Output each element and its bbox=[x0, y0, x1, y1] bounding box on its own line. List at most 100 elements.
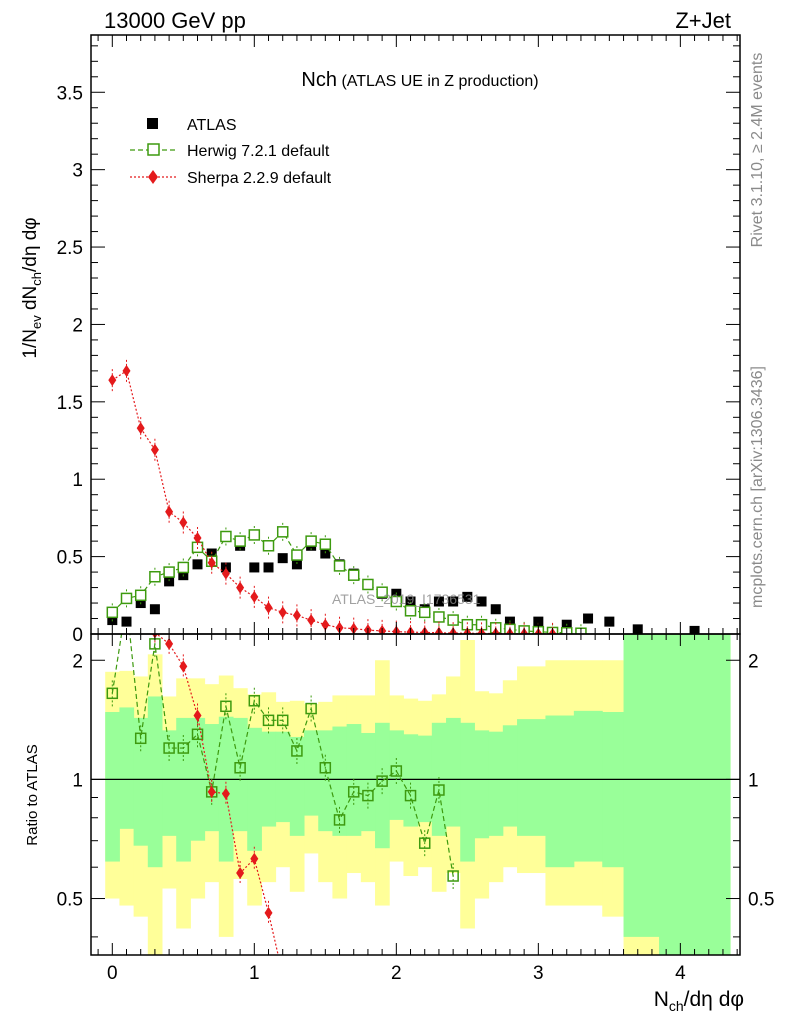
atlas-point bbox=[462, 591, 473, 602]
herwig-point bbox=[319, 538, 332, 550]
x-tick-label: 3 bbox=[533, 963, 544, 984]
y-tick-label-ratio: 2 bbox=[72, 651, 83, 672]
herwig-ratio-point bbox=[276, 714, 289, 727]
ratio-band-inner bbox=[289, 736, 305, 836]
herwig-ratio-point bbox=[333, 814, 346, 826]
ratio-band-inner bbox=[119, 707, 135, 829]
herwig-point bbox=[447, 614, 459, 626]
legend-atlas-marker bbox=[147, 118, 158, 129]
herwig-ratio-point bbox=[305, 702, 317, 715]
sherpa-point bbox=[193, 532, 202, 545]
y-tick-label-ratio-right: 1 bbox=[748, 770, 759, 791]
atlas-point bbox=[149, 604, 160, 615]
sherpa-point bbox=[292, 609, 301, 622]
atlas-point bbox=[533, 616, 544, 627]
y-tick-label-top: 1 bbox=[72, 470, 83, 491]
herwig-point bbox=[291, 549, 303, 561]
legend-sherpa-label: Sherpa 2.2.9 default bbox=[187, 170, 332, 187]
mcplots-label: mcplots.cern.ch [arXiv:1306.3436] bbox=[749, 366, 766, 608]
sherpa-point bbox=[335, 621, 344, 634]
atlas-point bbox=[263, 562, 274, 573]
ratio-band-inner bbox=[105, 712, 120, 862]
ratio-band-inner bbox=[623, 634, 660, 937]
sherpa-point bbox=[136, 422, 145, 435]
x-tick-label: 2 bbox=[391, 963, 402, 984]
herwig-point bbox=[305, 535, 317, 547]
ratio-panel bbox=[91, 634, 740, 955]
sherpa-ratio-point bbox=[236, 867, 245, 880]
ratio-band-inner bbox=[304, 730, 319, 816]
y-tick-label-top: 0 bbox=[72, 625, 83, 646]
x-axis-label: Nch/dη dφ bbox=[654, 988, 744, 1014]
atlas-point bbox=[604, 616, 615, 627]
herwig-ratio-point bbox=[262, 714, 275, 727]
herwig-point bbox=[333, 560, 346, 572]
herwig-point bbox=[149, 570, 161, 583]
atlas-point bbox=[448, 596, 459, 607]
herwig-ratio-point bbox=[248, 695, 261, 707]
herwig-ratio-point bbox=[319, 762, 332, 774]
y-tick-label-ratio: 0.5 bbox=[57, 890, 83, 911]
x-tick-label: 0 bbox=[107, 963, 118, 984]
sherpa-ratio-point bbox=[221, 787, 230, 800]
herwig-ratio-point bbox=[362, 789, 374, 802]
y-tick-label-top: 3 bbox=[72, 161, 83, 182]
ratio-axis-label: Ratio to ATLAS bbox=[24, 744, 41, 845]
herwig-point bbox=[120, 592, 133, 605]
atlas-point bbox=[192, 559, 203, 570]
atlas-point bbox=[320, 548, 331, 559]
ratio-band-inner bbox=[360, 732, 376, 832]
ratio-band-inner bbox=[446, 717, 461, 827]
herwig-point bbox=[177, 561, 190, 574]
atlas-point bbox=[277, 553, 288, 564]
herwig-ratio-point bbox=[376, 775, 388, 787]
herwig-ratio-point bbox=[418, 837, 431, 849]
ratio-band-inner bbox=[602, 712, 625, 868]
herwig-point bbox=[248, 529, 261, 541]
y-tick-label-top: 2.5 bbox=[57, 238, 83, 259]
atlas-point bbox=[121, 616, 132, 627]
sherpa-ratio-point bbox=[165, 637, 174, 650]
sherpa-point bbox=[221, 567, 230, 580]
y-tick-label-top: 0.5 bbox=[57, 548, 83, 569]
ratio-band-inner bbox=[247, 727, 262, 851]
herwig-ratio-point bbox=[163, 742, 175, 754]
atlas-point bbox=[476, 596, 487, 607]
sherpa-point bbox=[264, 601, 273, 614]
ratio-band-inner bbox=[659, 634, 731, 955]
process-label: Z+Jet bbox=[675, 8, 731, 33]
sherpa-point bbox=[108, 374, 117, 387]
herwig-point bbox=[134, 589, 147, 602]
ratio-band-inner bbox=[474, 730, 490, 839]
axes: 0 1 2 3 4 0 0.5 1 1.5 2 2.5 3 3.5 0.5 0.5 1 1 2 2 bbox=[57, 35, 774, 984]
ratio-band-inner bbox=[233, 717, 248, 832]
sherpa-ratio-point bbox=[207, 785, 216, 798]
herwig-ratio-point bbox=[347, 786, 360, 798]
x-tick-label: 1 bbox=[249, 963, 260, 984]
ratio-band-inner bbox=[488, 731, 504, 836]
herwig-point bbox=[163, 566, 175, 578]
herwig-ratio-point bbox=[220, 700, 232, 713]
sherpa-ratio-point bbox=[264, 906, 273, 919]
sherpa-ratio-line bbox=[155, 634, 279, 955]
legend-atlas-label: ATLAS bbox=[187, 117, 237, 134]
sherpa-line bbox=[111, 369, 553, 634]
ratio-band-inner bbox=[502, 725, 518, 827]
plot-title: Nch (ATLAS UE in Z production) bbox=[301, 69, 538, 91]
herwig-point bbox=[433, 611, 445, 623]
sherpa-point bbox=[150, 443, 159, 456]
legend-herwig-marker bbox=[147, 143, 160, 156]
sherpa-point bbox=[307, 614, 316, 627]
atlas-point bbox=[164, 576, 175, 587]
sherpa-ratio-point bbox=[179, 660, 188, 673]
herwig-point bbox=[347, 569, 360, 581]
herwig-ratio-point bbox=[291, 745, 303, 757]
ratio-band-inner bbox=[403, 734, 419, 827]
atlas-point bbox=[249, 562, 260, 573]
legend-sherpa-marker bbox=[148, 170, 158, 184]
ratio-band-inner bbox=[147, 696, 163, 868]
herwig-ratio-point bbox=[234, 762, 246, 774]
herwig-point bbox=[376, 586, 388, 598]
sherpa-ratio-point bbox=[250, 852, 259, 865]
y-axis-label: 1/Nev dNch/dη dφ bbox=[20, 217, 44, 358]
